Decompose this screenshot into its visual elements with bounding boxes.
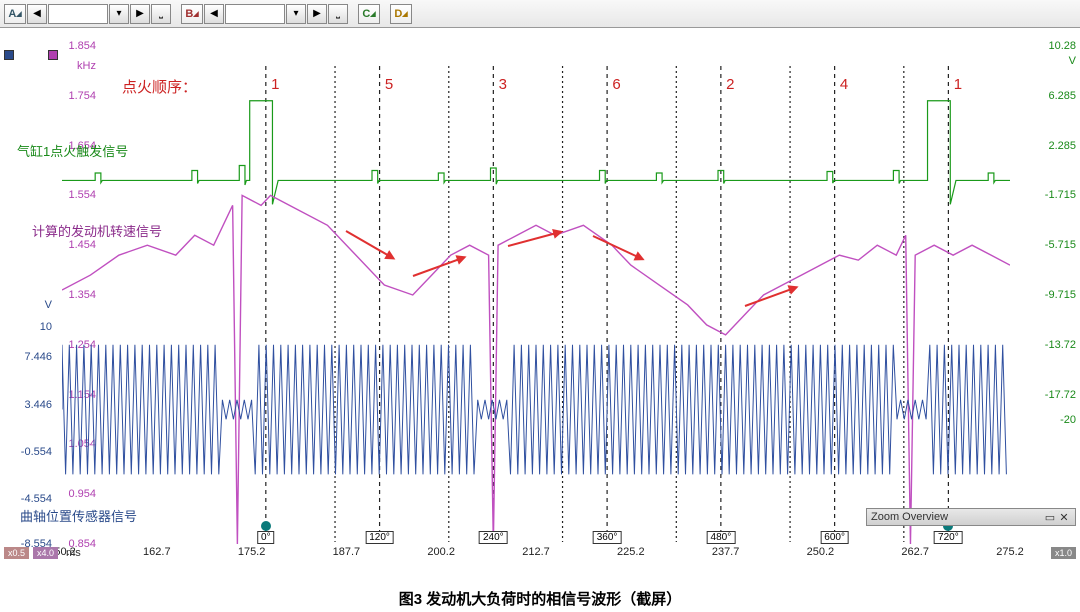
axis-tick: 3.446 — [24, 399, 52, 411]
axis-unit: V — [1069, 55, 1076, 67]
zoom-overview-title: Zoom Overview — [871, 511, 948, 523]
axis-tick: -13.72 — [1045, 339, 1076, 351]
zoom-expand-icon[interactable]: ▭ — [1043, 511, 1057, 524]
ignition-signal-label: 气缸1点火触发信号 — [17, 141, 128, 160]
range-dd-a[interactable] — [48, 4, 108, 24]
firing-order-number: 6 — [612, 76, 620, 93]
waveform-plot: 点火顺序： 气缸1点火触发信号 计算的发动机转速信号 曲轴位置传感器信号 153… — [62, 46, 1010, 544]
channel-a-group: A◢ ◀ ▾ ▶ ⎵ — [4, 4, 171, 24]
axis-tick: -17.72 — [1045, 389, 1076, 401]
degree-label: 600° — [820, 531, 849, 544]
channel-a-label[interactable]: A◢ — [4, 4, 26, 24]
dd-arrow-b[interactable]: ▾ — [286, 4, 306, 24]
x-unit-label: ms — [66, 547, 81, 559]
axis-tick: -4.554 — [21, 493, 52, 505]
dd-arrow-a[interactable]: ▾ — [109, 4, 129, 24]
plot-svg — [62, 46, 1010, 544]
axis-tick: -5.715 — [1045, 239, 1076, 251]
degree-label: 120° — [365, 531, 394, 544]
nav-left-a[interactable]: ◀ — [27, 4, 47, 24]
bottom-bar: x0.5 x4.0 ms x1.0 — [0, 544, 1080, 562]
degree-label: 240° — [479, 531, 508, 544]
axis-tick: -0.554 — [21, 446, 52, 458]
nav-left-b[interactable]: ◀ — [204, 4, 224, 24]
channel-d-label[interactable]: D◢ — [390, 4, 412, 24]
scale-chip-2[interactable]: x4.0 — [33, 547, 58, 559]
firing-order-number: 2 — [726, 76, 734, 93]
firing-order-number: 3 — [499, 76, 507, 93]
axis-tick: 10.28 — [1048, 40, 1076, 52]
degree-label: 720° — [934, 531, 963, 544]
toolbar: A◢ ◀ ▾ ▶ ⎵ B◢ ◀ ▾ ▶ ⎵ C◢ D◢ — [0, 0, 1080, 28]
firing-order-number: 4 — [840, 76, 848, 93]
degree-label: 0° — [257, 531, 275, 544]
axis-tick: 2.285 — [1048, 140, 1076, 152]
chart-area: V107.4463.446-0.554-4.554-8.554 kHz1.854… — [0, 28, 1080, 562]
degree-label: 480° — [707, 531, 736, 544]
channel-c-label[interactable]: C◢ — [358, 4, 380, 24]
scale-chip-1[interactable]: x0.5 — [4, 547, 29, 559]
nav-right-a[interactable]: ▶ — [130, 4, 150, 24]
axis-unit: V — [45, 299, 52, 311]
nav-right-b[interactable]: ▶ — [307, 4, 327, 24]
axis-tick: -1.715 — [1045, 189, 1076, 201]
channel-c-group: C◢ — [358, 4, 380, 24]
axis-tick: 10 — [40, 321, 52, 333]
figure-caption: 图3 发动机大负荷时的相信号波形（截屏） — [0, 582, 1080, 612]
rpm-signal-label: 计算的发动机转速信号 — [32, 221, 162, 240]
marker-sq-2 — [48, 50, 58, 60]
opt-a[interactable]: ⎵ — [151, 4, 171, 24]
marker-sq-1 — [4, 50, 14, 60]
zoom-overview-panel[interactable]: Zoom Overview ▭ ✕ — [866, 508, 1076, 526]
crank-signal-label: 曲轴位置传感器信号 — [20, 506, 137, 525]
range-dd-b[interactable] — [225, 4, 285, 24]
axis-tick: -9.715 — [1045, 289, 1076, 301]
channel-d-group: D◢ — [390, 4, 412, 24]
axis-tick: 7.446 — [24, 351, 52, 363]
scale-chip-right[interactable]: x1.0 — [1051, 547, 1076, 559]
firing-order-number: 1 — [954, 76, 962, 93]
firing-order-label: 点火顺序： — [122, 76, 197, 97]
axis-tick: 6.285 — [1048, 90, 1076, 102]
zoom-close-icon[interactable]: ✕ — [1057, 511, 1071, 524]
axis-tick: -20 — [1060, 414, 1076, 426]
channel-b-label[interactable]: B◢ — [181, 4, 203, 24]
opt-b[interactable]: ⎵ — [328, 4, 348, 24]
firing-order-number: 5 — [385, 76, 393, 93]
firing-order-number: 1 — [271, 76, 279, 93]
degree-marker-dot — [261, 521, 271, 531]
degree-label: 360° — [593, 531, 622, 544]
channel-b-group: B◢ ◀ ▾ ▶ ⎵ — [181, 4, 348, 24]
